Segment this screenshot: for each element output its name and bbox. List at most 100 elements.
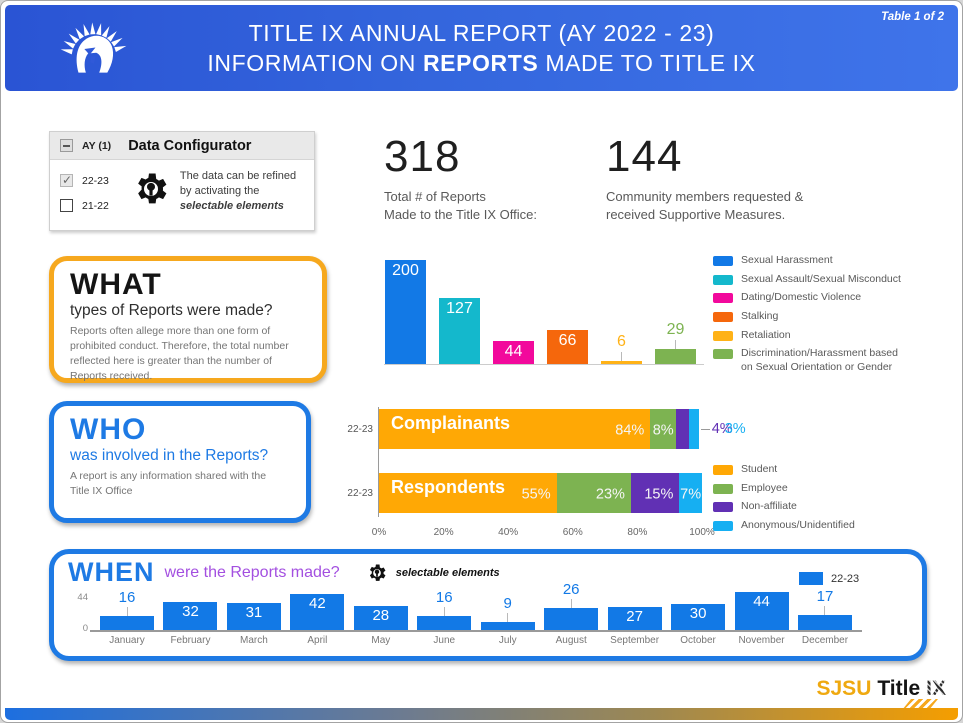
bar-value-label: 9 [503,595,512,612]
who-seg-complainants-non-affiliate[interactable] [676,409,690,449]
who-legend-item-non-affiliate: Non-affiliate [713,500,959,514]
who-seg-complainants-anonymous-unidentified[interactable] [689,409,699,449]
legend-swatch [713,520,733,531]
who-row2-segments: 55% 23% 15% 7% [379,473,702,513]
stat-supportive-measures-label: Community members requested & received S… [606,189,804,222]
who-seg-respondents-employee[interactable]: 23% [556,473,631,513]
data-configurator-body: 22-23 21-22 The data can be refined by a… [50,160,314,224]
ay-options: 22-23 21-22 [60,169,131,224]
when-bar-october[interactable]: 30 [671,604,726,630]
what-bar-sexual-harassment[interactable]: 200 [385,260,426,364]
when-bar-january[interactable]: 16 [100,589,154,630]
when-bar-november[interactable]: 44 [734,592,789,630]
when-month-label-july: July [498,635,517,646]
ay-option-22-23[interactable]: 22-23 [60,173,131,187]
when-bar-july[interactable]: 9 [480,595,535,630]
bar-value-label: 16 [118,589,136,606]
legend-swatch [713,274,733,285]
when-subtitle: were the Reports made? [164,563,340,581]
who-seg-complainants-student[interactable]: 84% [379,409,651,449]
bar-value-label: 44 [753,593,770,610]
legend-label: Discrimination/Harassment based on Sexua… [741,347,898,373]
when-bar-june[interactable]: 16 [417,589,472,630]
ay-option-21-22[interactable]: 21-22 [60,199,131,212]
legend-label: Student [741,463,778,475]
who-seg-respondents-anonymous-unidentified[interactable]: 7% [679,473,702,513]
brand-ix: IX [926,677,946,701]
bar-value-label: 44 [504,343,523,360]
when-bar-april[interactable]: 42 [290,594,345,630]
what-chart-bars: 200 127 44 66 6 29 [385,260,696,364]
when-bar-may[interactable]: 28 [353,606,408,630]
when-bars: 16 32 31 42 28 16 9 26 27 30 44 17 [100,581,852,630]
bar-value-label: 27 [626,608,643,625]
who-seg-complainants-employee[interactable]: 8% [650,409,677,449]
legend-swatch [713,349,733,360]
bar-value-label: 66 [558,332,577,349]
who-row-complainants: Complainants 84% 8% 4% 3% [379,409,746,449]
label-connector [621,352,622,361]
what-chart: 200 127 44 66 6 29 [384,251,704,365]
who-chart-axis-line [378,407,379,517]
legend-swatch [713,311,733,322]
what-bar-dating-domestic-violence[interactable]: 44 [493,341,534,364]
bar-value-label: 32 [182,603,199,620]
segment-value-label: 3% [724,421,746,437]
sjsu-spartan-logo [60,22,127,73]
bar-value-label: 16 [435,589,453,606]
when-bar-february[interactable]: 32 [163,602,218,630]
label-connector [675,340,676,349]
when-month-label-march: March [240,635,268,646]
legend-swatch [713,256,733,266]
when-bar-september[interactable]: 27 [607,607,662,630]
when-bar-march[interactable]: 31 [226,603,281,630]
when-month-label-may: May [371,635,391,646]
when-chart-baseline [90,630,862,632]
when-selectable-note: selectable elements [395,566,500,579]
sjsu-titleix-wordmark: SJSU Title IX [817,677,946,701]
when-month-label-april: April [307,635,328,646]
bar-value-label: 29 [666,321,685,338]
who-row-respondents: Respondents 55% 23% 15% 7% [379,473,702,513]
who-seg-respondents-non-affiliate[interactable]: 15% [630,473,680,513]
ay-filter-indeterminate-checkbox[interactable] [60,139,73,152]
who-seg-respondents-student[interactable]: 55% [379,473,557,513]
stat-total-reports-value: 318 [384,132,461,181]
report-header: Table 1 of 2 TITLE IX ANNUAL REPORT (AY … [5,5,958,91]
checkbox-22-23[interactable] [60,173,73,187]
legend-swatch [713,293,733,304]
when-month-label-august: August [555,635,587,646]
segment-value-label: 15% [644,486,674,503]
who-legend-item-anonymous-unidentified: Anonymous/Unidentified [713,519,959,533]
label-connector [700,428,710,430]
bar-value-label: 31 [245,604,263,621]
who-legend: Student Employee Non-affiliate Anonymous/Un… [713,463,959,533]
what-callout-box: WHAT types of Reports were made? Reports… [49,256,327,383]
when-title-row: WHEN were the Reports made? selectable e… [68,557,500,588]
who-row2-axis-label: 22-23 [347,488,373,499]
footer-gradient-bar [5,708,958,720]
bar-value-label: 30 [689,605,707,622]
what-bar-discrimination-harassment-base[interactable]: 29 [655,321,696,364]
what-bar-stalking[interactable]: 66 [547,330,588,364]
legend-swatch [713,465,733,475]
who-row1-axis-label: 22-23 [347,424,373,435]
what-legend-item-sexual-assault-sexual-miscondu: Sexual Assault/Sexual Misconduct [713,273,959,287]
who-description: A report is any information shared with … [70,469,267,497]
what-bar-retaliation[interactable]: 6 [601,333,642,364]
when-bar-december[interactable]: 17 [797,588,852,630]
when-legend: 22-23 [799,572,859,585]
when-months: January February March April May June July Augu… [100,635,852,646]
legend-label: Stalking [741,309,779,322]
when-bar-august[interactable]: 26 [544,581,599,630]
who-xtick-80: 80% [627,527,648,538]
stat-total-reports: 318 Total # of Reports Made to the Title… [384,135,537,223]
checkbox-21-22[interactable] [60,199,73,212]
what-legend-item-discrimination-harassment-base: Discrimination/Harassment based on Sexua… [713,347,959,374]
label-connector [443,607,445,616]
who-row1-segments: 84% 8% 4% 3% [379,409,746,449]
configurator-note: The data can be refined by activating th… [179,170,297,212]
what-legend-item-sexual-harassment: Sexual Harassment [713,254,959,268]
what-bar-sexual-assault-sexual-miscondu[interactable]: 127 [439,298,480,364]
